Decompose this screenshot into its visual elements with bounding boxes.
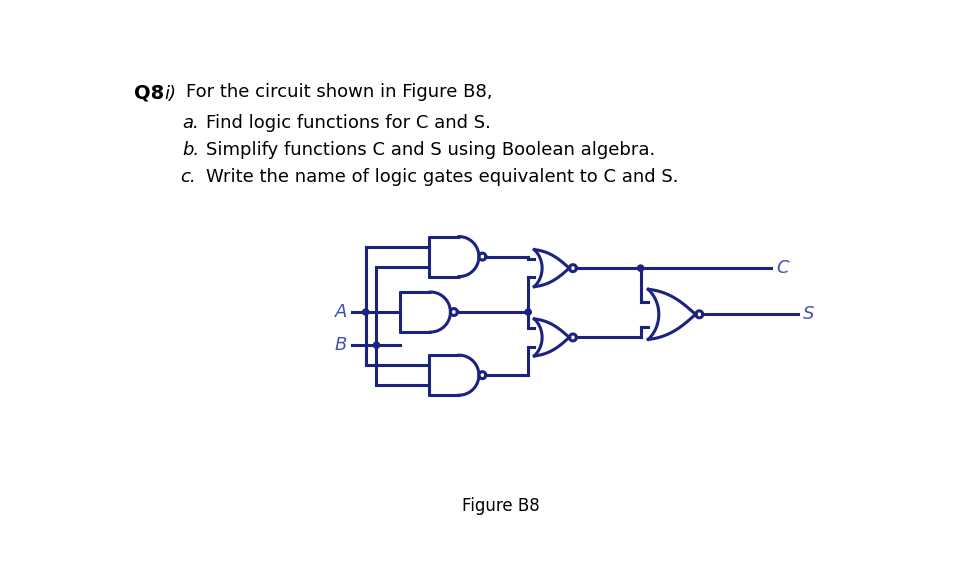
Text: c.: c. — [180, 168, 195, 186]
Text: A: A — [334, 303, 347, 321]
Text: b.: b. — [183, 141, 199, 159]
Polygon shape — [525, 309, 531, 315]
Polygon shape — [637, 265, 643, 271]
Text: S: S — [802, 305, 814, 323]
Polygon shape — [362, 309, 368, 315]
Text: Write the name of logic gates equivalent to C and S.: Write the name of logic gates equivalent… — [205, 168, 677, 186]
Text: B: B — [334, 336, 347, 354]
Text: Simplify functions C and S using Boolean algebra.: Simplify functions C and S using Boolean… — [205, 141, 655, 159]
Text: Q8: Q8 — [134, 83, 164, 102]
Text: a.: a. — [183, 114, 199, 132]
Text: C: C — [776, 259, 787, 277]
Text: Figure B8: Figure B8 — [462, 497, 539, 515]
Text: Find logic functions for C and S.: Find logic functions for C and S. — [205, 114, 489, 132]
Text: i): i) — [164, 85, 177, 103]
Polygon shape — [373, 342, 379, 348]
Text: For the circuit shown in Figure B8,: For the circuit shown in Figure B8, — [186, 83, 492, 101]
